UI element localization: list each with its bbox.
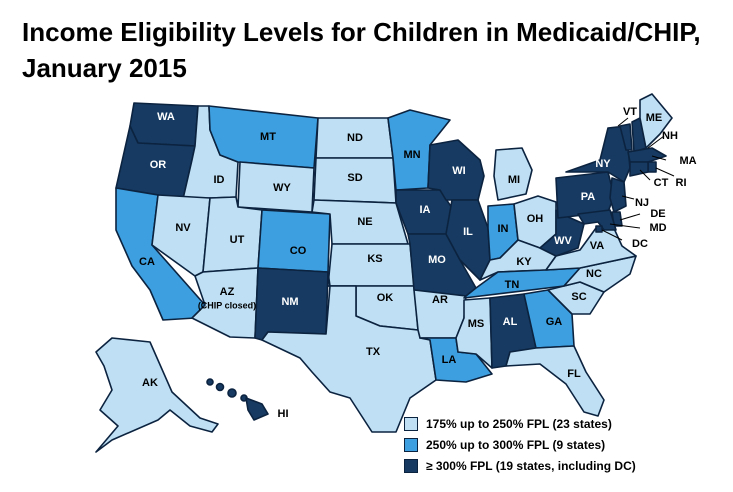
state-label-pa: PA: [581, 191, 596, 203]
state-label-ak: AK: [142, 377, 158, 389]
legend-item-dark: ≥ 300% FPL (19 states, including DC): [404, 456, 636, 475]
state-co[interactable]: [257, 209, 331, 273]
legend-swatch: [404, 458, 418, 473]
legend-swatch: [404, 437, 418, 452]
state-label-ks: KS: [367, 253, 382, 265]
state-label-mt: MT: [260, 131, 276, 143]
state-label-ma: MA: [679, 155, 696, 167]
state-nj[interactable]: [609, 177, 627, 213]
state-label-ms: MS: [468, 318, 485, 330]
state-label-co: CO: [290, 245, 307, 257]
state-label-al: AL: [503, 316, 518, 328]
state-label-dc: DC: [632, 238, 648, 250]
state-wa[interactable]: [129, 102, 199, 147]
state-label-nj: NJ: [635, 197, 649, 209]
state-label-ne: NE: [357, 216, 372, 228]
state-ks[interactable]: [327, 243, 415, 287]
state-vt[interactable]: [619, 123, 633, 151]
state-hi[interactable]: [206, 378, 269, 421]
state-fl[interactable]: [505, 345, 605, 417]
state-label-hi: HI: [278, 408, 289, 420]
state-label-md: MD: [649, 222, 666, 234]
state-label-mo: MO: [428, 254, 446, 266]
state-label-ut: UT: [230, 234, 245, 246]
legend-label: 250% up to 300% FPL (9 states): [426, 437, 606, 452]
state-label-nd: ND: [347, 132, 363, 144]
legend-label: ≥ 300% FPL (19 states, including DC): [426, 458, 636, 473]
state-ct[interactable]: [629, 161, 649, 177]
state-me[interactable]: [639, 93, 673, 149]
state-ma[interactable]: [627, 147, 667, 163]
legend-label: 175% up to 250% FPL (23 states): [426, 416, 612, 431]
state-label-sc: SC: [571, 291, 586, 303]
state-label-va: VA: [590, 240, 605, 252]
state-label-id: ID: [214, 174, 225, 186]
state-tx[interactable]: [261, 285, 437, 433]
state-label-wy: WY: [273, 182, 291, 194]
legend: 175% up to 250% FPL (23 states) 250% up t…: [404, 414, 636, 477]
state-label-ga: GA: [546, 316, 563, 328]
state-label-nc: NC: [586, 268, 602, 280]
legend-item-light: 175% up to 250% FPL (23 states): [404, 414, 636, 433]
state-label-la: LA: [442, 354, 457, 366]
state-label-nh: NH: [662, 130, 678, 142]
state-label-de: DE: [650, 208, 665, 220]
state-label-tn: TN: [505, 279, 520, 291]
state-label-ar: AR: [432, 294, 448, 306]
state-wv[interactable]: [539, 209, 585, 257]
state-label-nm: NM: [281, 296, 298, 308]
state-label-ri: RI: [676, 177, 687, 189]
state-label-fl: FL: [567, 368, 581, 380]
legend-swatch: [404, 416, 418, 431]
state-mi[interactable]: [493, 147, 533, 201]
state-ri[interactable]: [647, 161, 657, 173]
state-label-in: IN: [498, 223, 509, 235]
state-label-me: ME: [646, 112, 663, 124]
legend-item-medium: 250% up to 300% FPL (9 states): [404, 435, 636, 454]
state-label-ct: CT: [654, 177, 669, 189]
page-title: Income Eligibility Levels for Children i…: [22, 17, 701, 83]
state-label-ok: OK: [377, 292, 394, 304]
state-label-ia: IA: [420, 204, 431, 216]
state-label-az: AZ: [220, 286, 235, 298]
state-ak[interactable]: [95, 337, 219, 453]
state-label-il: IL: [463, 226, 473, 238]
state-sublabel-az: (CHIP closed): [198, 300, 256, 310]
state-label-wi: WI: [452, 165, 465, 177]
state-label-nv: NV: [175, 222, 191, 234]
state-label-ky: KY: [516, 256, 532, 268]
state-label-wv: WV: [554, 235, 572, 247]
state-md[interactable]: [577, 209, 617, 231]
state-label-vt: VT: [623, 106, 637, 118]
state-label-mn: MN: [403, 149, 420, 161]
state-label-sd: SD: [347, 172, 362, 184]
state-label-or: OR: [150, 159, 167, 171]
state-label-ca: CA: [139, 256, 155, 268]
state-label-ny: NY: [595, 158, 611, 170]
state-label-wa: WA: [157, 111, 175, 123]
state-label-tx: TX: [366, 346, 381, 358]
state-label-mi: MI: [508, 174, 520, 186]
state-label-oh: OH: [527, 213, 544, 225]
state-dc[interactable]: [595, 225, 603, 233]
